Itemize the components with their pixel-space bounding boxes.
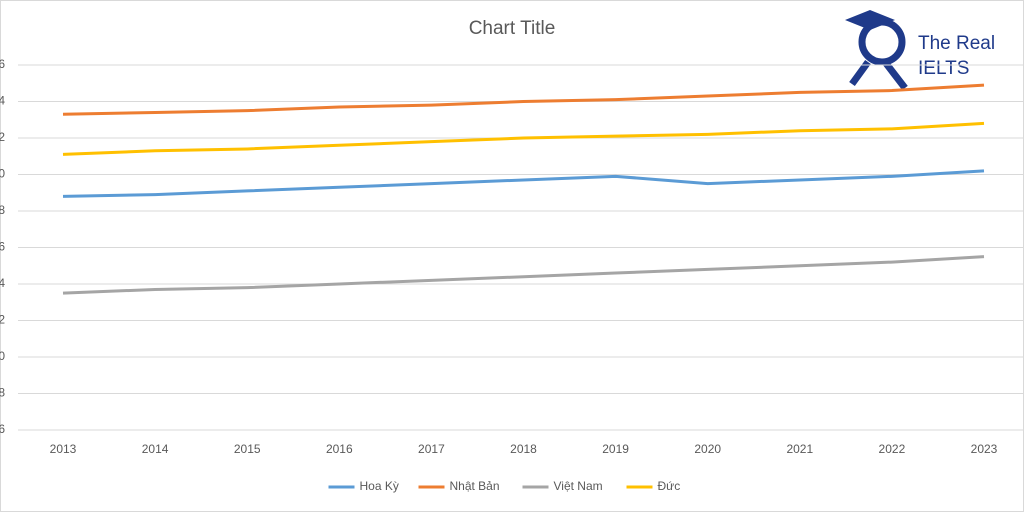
x-tick-label: 2014 xyxy=(142,442,169,456)
y-tick-label: 72 xyxy=(0,313,5,327)
x-tick-label: 2016 xyxy=(326,442,353,456)
chart-title: Chart Title xyxy=(469,18,556,39)
x-tick-label: 2015 xyxy=(234,442,261,456)
logo-body xyxy=(849,59,908,91)
legend-label: Hoa Kỳ xyxy=(360,479,399,493)
x-tick-label: 2023 xyxy=(971,442,998,456)
series-line xyxy=(62,255,985,295)
y-tick-label: 76 xyxy=(0,240,5,254)
y-tick-label: 74 xyxy=(0,276,5,290)
series-line xyxy=(62,83,985,116)
y-tick-label: 82 xyxy=(0,130,5,144)
x-tick-label: 2022 xyxy=(879,442,906,456)
logo-text: The Real xyxy=(918,33,995,54)
x-tick-label: 2018 xyxy=(510,442,537,456)
y-tick-label: 68 xyxy=(0,386,5,400)
x-tick-label: 2017 xyxy=(418,442,445,456)
series-line xyxy=(62,121,985,156)
y-tick-label: 66 xyxy=(0,422,5,436)
y-tick-label: 86 xyxy=(0,57,5,71)
legend-label: Việt Nam xyxy=(554,479,603,493)
y-tick-label: 84 xyxy=(0,94,5,108)
x-tick-label: 2021 xyxy=(786,442,813,456)
x-tick-label: 2013 xyxy=(50,442,77,456)
y-tick-label: 70 xyxy=(0,349,5,363)
x-tick-label: 2019 xyxy=(602,442,629,456)
logo-cap xyxy=(845,10,895,30)
logo-text: IELTS xyxy=(918,58,969,79)
logo: The Real IELTS xyxy=(845,10,995,91)
series-line xyxy=(62,169,985,198)
y-tick-label: 78 xyxy=(0,203,5,217)
legend-label: Nhật Bản xyxy=(450,479,500,493)
x-tick-label: 2020 xyxy=(694,442,721,456)
legend-label: Đức xyxy=(658,479,681,493)
y-tick-label: 80 xyxy=(0,167,5,181)
